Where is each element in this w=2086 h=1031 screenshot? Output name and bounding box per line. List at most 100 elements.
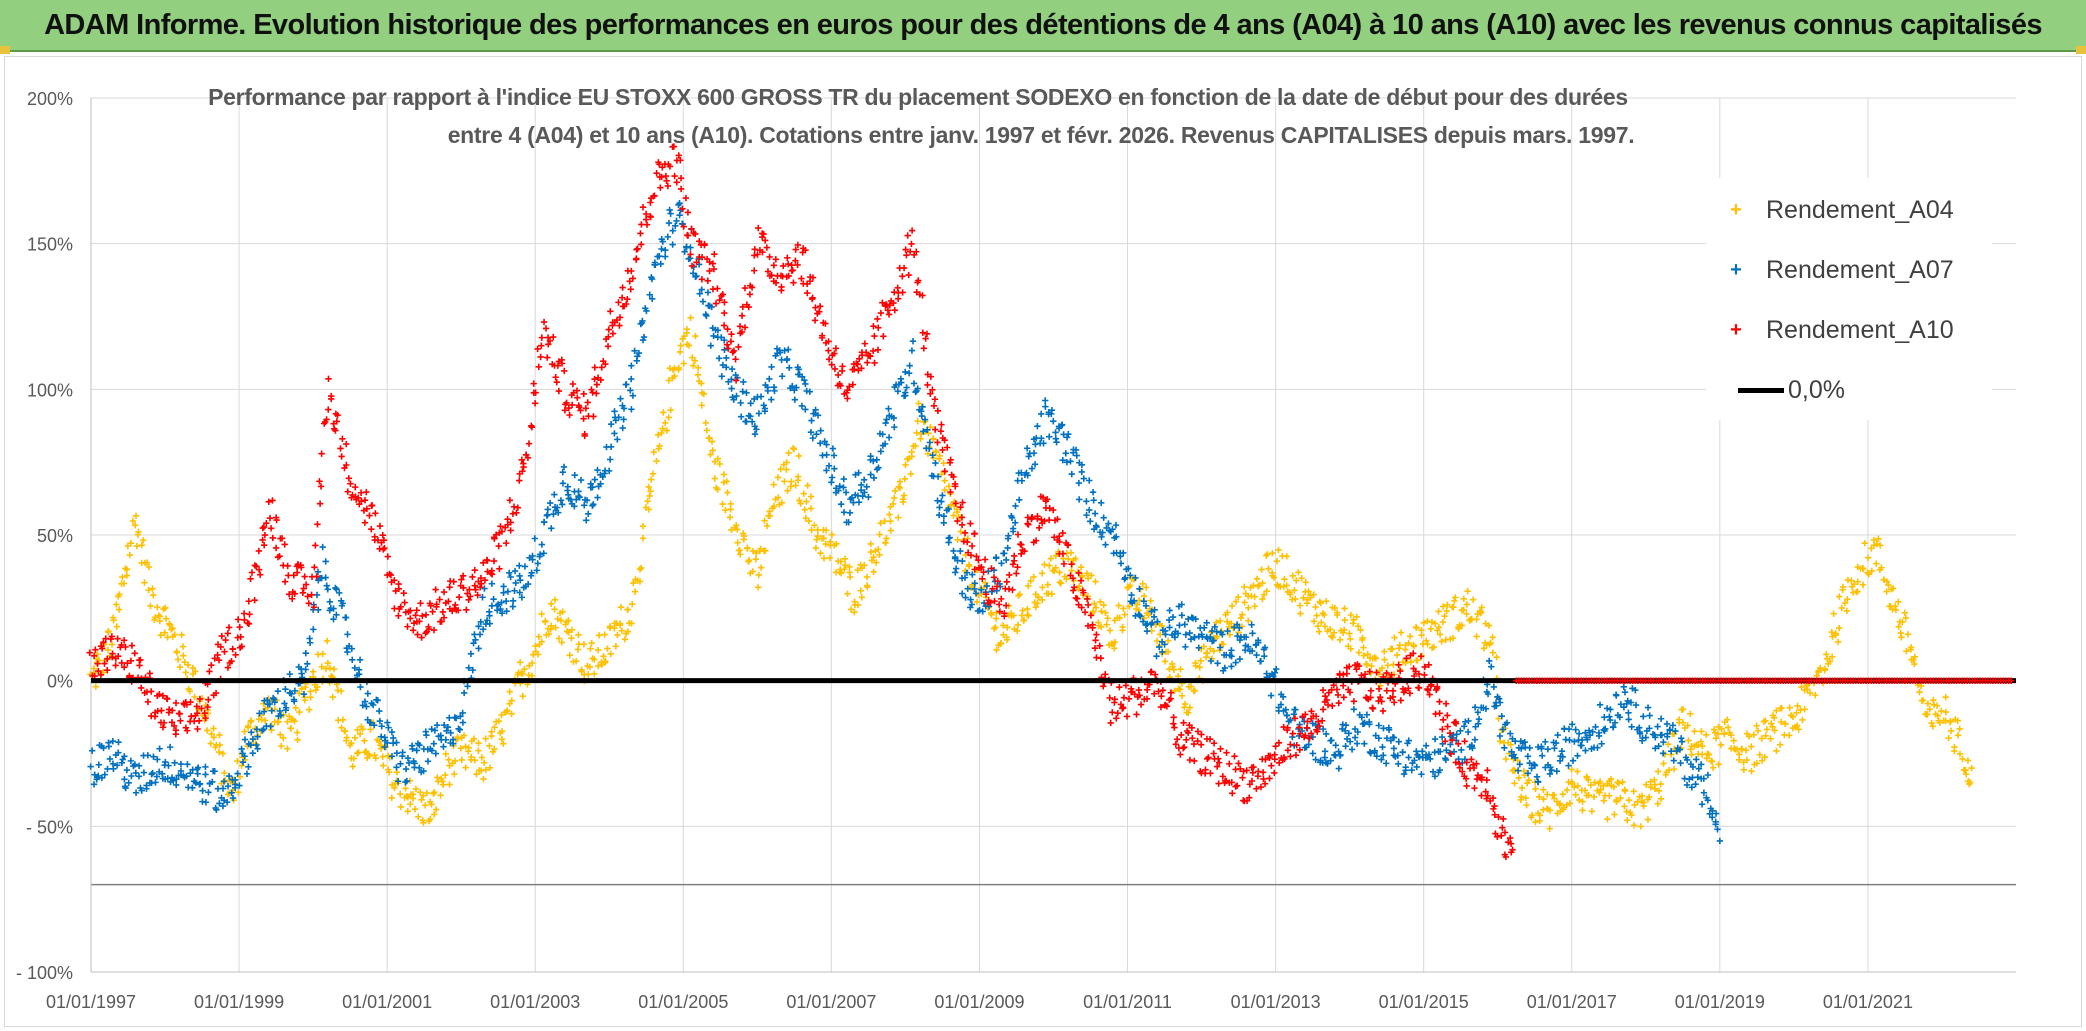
point-rendement-a07 bbox=[673, 217, 680, 225]
point-rendement-a07 bbox=[500, 589, 507, 596]
point-rendement-a07 bbox=[627, 387, 634, 394]
point-rendement-a04 bbox=[1651, 785, 1659, 793]
point-rendement-a10 bbox=[569, 380, 577, 388]
point-rendement-a04 bbox=[726, 514, 734, 521]
point-rendement-a04 bbox=[500, 740, 507, 747]
point-rendement-a04 bbox=[516, 659, 524, 666]
point-rendement-a04 bbox=[1171, 687, 1178, 694]
point-rendement-a10 bbox=[1034, 512, 1041, 520]
point-rendement-a07 bbox=[135, 773, 143, 780]
point-rendement-a04 bbox=[1907, 644, 1915, 651]
point-rendement-a10 bbox=[934, 439, 941, 446]
point-rendement-a07 bbox=[245, 763, 252, 771]
point-rendement-a10 bbox=[900, 264, 908, 272]
point-rendement-a07 bbox=[183, 772, 190, 780]
point-rendement-a04 bbox=[1463, 610, 1470, 618]
point-rendement-a07 bbox=[1394, 752, 1401, 759]
point-rendement-a10 bbox=[1089, 621, 1096, 628]
point-rendement-a10 bbox=[1179, 745, 1187, 752]
point-rendement-a04 bbox=[403, 792, 410, 800]
point-rendement-a10 bbox=[363, 505, 371, 512]
point-rendement-a10 bbox=[1455, 740, 1462, 747]
point-rendement-a04 bbox=[139, 537, 147, 544]
point-rendement-a04 bbox=[1665, 766, 1673, 774]
point-rendement-a04 bbox=[309, 668, 317, 675]
point-rendement-a07 bbox=[1582, 747, 1589, 754]
point-rendement-a07 bbox=[728, 365, 736, 373]
point-rendement-a10 bbox=[1335, 699, 1342, 707]
point-rendement-a07 bbox=[1413, 748, 1420, 755]
point-rendement-a07 bbox=[540, 550, 547, 557]
point-rendement-a10 bbox=[1229, 790, 1236, 797]
point-rendement-a10 bbox=[1461, 738, 1468, 745]
point-rendement-a10 bbox=[1171, 724, 1178, 731]
point-rendement-a07 bbox=[932, 459, 939, 467]
point-rendement-a04 bbox=[658, 429, 665, 437]
point-rendement-a07 bbox=[979, 608, 986, 615]
point-rendement-a04 bbox=[709, 447, 716, 454]
point-rendement-a04 bbox=[1763, 726, 1771, 733]
point-rendement-a10 bbox=[1257, 783, 1265, 791]
point-rendement-a04 bbox=[486, 764, 494, 771]
point-rendement-a10 bbox=[732, 356, 739, 363]
point-rendement-a04 bbox=[1643, 781, 1650, 788]
point-rendement-a10 bbox=[232, 651, 239, 659]
point-rendement-a10 bbox=[561, 407, 569, 414]
point-rendement-a04 bbox=[1851, 580, 1858, 588]
point-rendement-a07 bbox=[442, 736, 450, 743]
point-rendement-a07 bbox=[1072, 446, 1080, 454]
point-rendement-a10 bbox=[639, 203, 647, 211]
point-rendement-a04 bbox=[1321, 623, 1329, 630]
point-rendement-a10 bbox=[300, 585, 307, 592]
point-rendement-a07 bbox=[1361, 740, 1368, 747]
point-rendement-a10 bbox=[95, 667, 102, 675]
point-rendement-a10 bbox=[425, 625, 433, 633]
point-rendement-a07 bbox=[315, 606, 322, 613]
point-rendement-a04 bbox=[123, 566, 131, 573]
point-rendement-a10 bbox=[504, 515, 511, 523]
point-rendement-a10 bbox=[1463, 782, 1470, 790]
point-rendement-a10 bbox=[477, 574, 485, 582]
point-rendement-a04 bbox=[1600, 782, 1607, 790]
point-rendement-a10 bbox=[728, 330, 735, 338]
point-rendement-a07 bbox=[940, 513, 948, 520]
point-rendement-a07 bbox=[248, 729, 255, 736]
point-rendement-a04 bbox=[457, 744, 465, 752]
point-rendement-a04 bbox=[1103, 621, 1110, 628]
point-rendement-a10 bbox=[819, 332, 826, 339]
point-rendement-a07 bbox=[1068, 470, 1075, 478]
point-rendement-a10 bbox=[1312, 713, 1320, 720]
point-rendement-a07 bbox=[1514, 767, 1522, 774]
point-rendement-a04 bbox=[388, 794, 395, 802]
point-rendement-a10 bbox=[1188, 724, 1196, 732]
x-tick-label: 01/01/2013 bbox=[1231, 992, 1321, 1012]
point-rendement-a07 bbox=[1248, 647, 1256, 655]
point-rendement-a07 bbox=[512, 579, 519, 587]
point-rendement-a04 bbox=[1664, 741, 1672, 748]
point-rendement-a10 bbox=[628, 267, 635, 275]
point-rendement-a07 bbox=[1099, 529, 1106, 536]
point-rendement-a04 bbox=[1047, 555, 1055, 562]
point-rendement-a04 bbox=[1389, 645, 1396, 653]
point-rendement-a07 bbox=[865, 493, 872, 501]
point-rendement-a07 bbox=[740, 378, 747, 386]
point-rendement-a04 bbox=[616, 620, 624, 627]
point-rendement-a07 bbox=[1596, 701, 1604, 709]
point-rendement-a04 bbox=[1735, 756, 1743, 763]
point-rendement-a04 bbox=[1460, 606, 1467, 614]
point-rendement-a04 bbox=[462, 764, 469, 771]
point-rendement-a10-zero bbox=[2007, 677, 2015, 684]
point-rendement-a10 bbox=[407, 615, 414, 622]
point-rendement-a10 bbox=[471, 567, 478, 574]
point-rendement-a07 bbox=[597, 480, 604, 487]
point-rendement-a04 bbox=[667, 406, 674, 414]
point-rendement-a07 bbox=[444, 724, 452, 731]
point-rendement-a07 bbox=[1390, 745, 1398, 752]
point-rendement-a07 bbox=[619, 424, 626, 432]
point-rendement-a10 bbox=[1366, 668, 1373, 675]
point-rendement-a07 bbox=[1620, 683, 1627, 690]
point-rendement-a10 bbox=[126, 672, 133, 679]
point-rendement-a04 bbox=[781, 478, 788, 485]
point-rendement-a10 bbox=[811, 317, 819, 324]
point-rendement-a07 bbox=[260, 708, 268, 715]
